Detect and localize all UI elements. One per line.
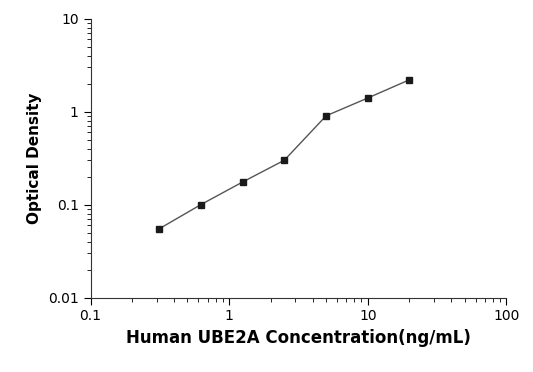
Y-axis label: Optical Density: Optical Density: [28, 92, 43, 224]
X-axis label: Human UBE2A Concentration(ng/mL): Human UBE2A Concentration(ng/mL): [126, 329, 471, 347]
